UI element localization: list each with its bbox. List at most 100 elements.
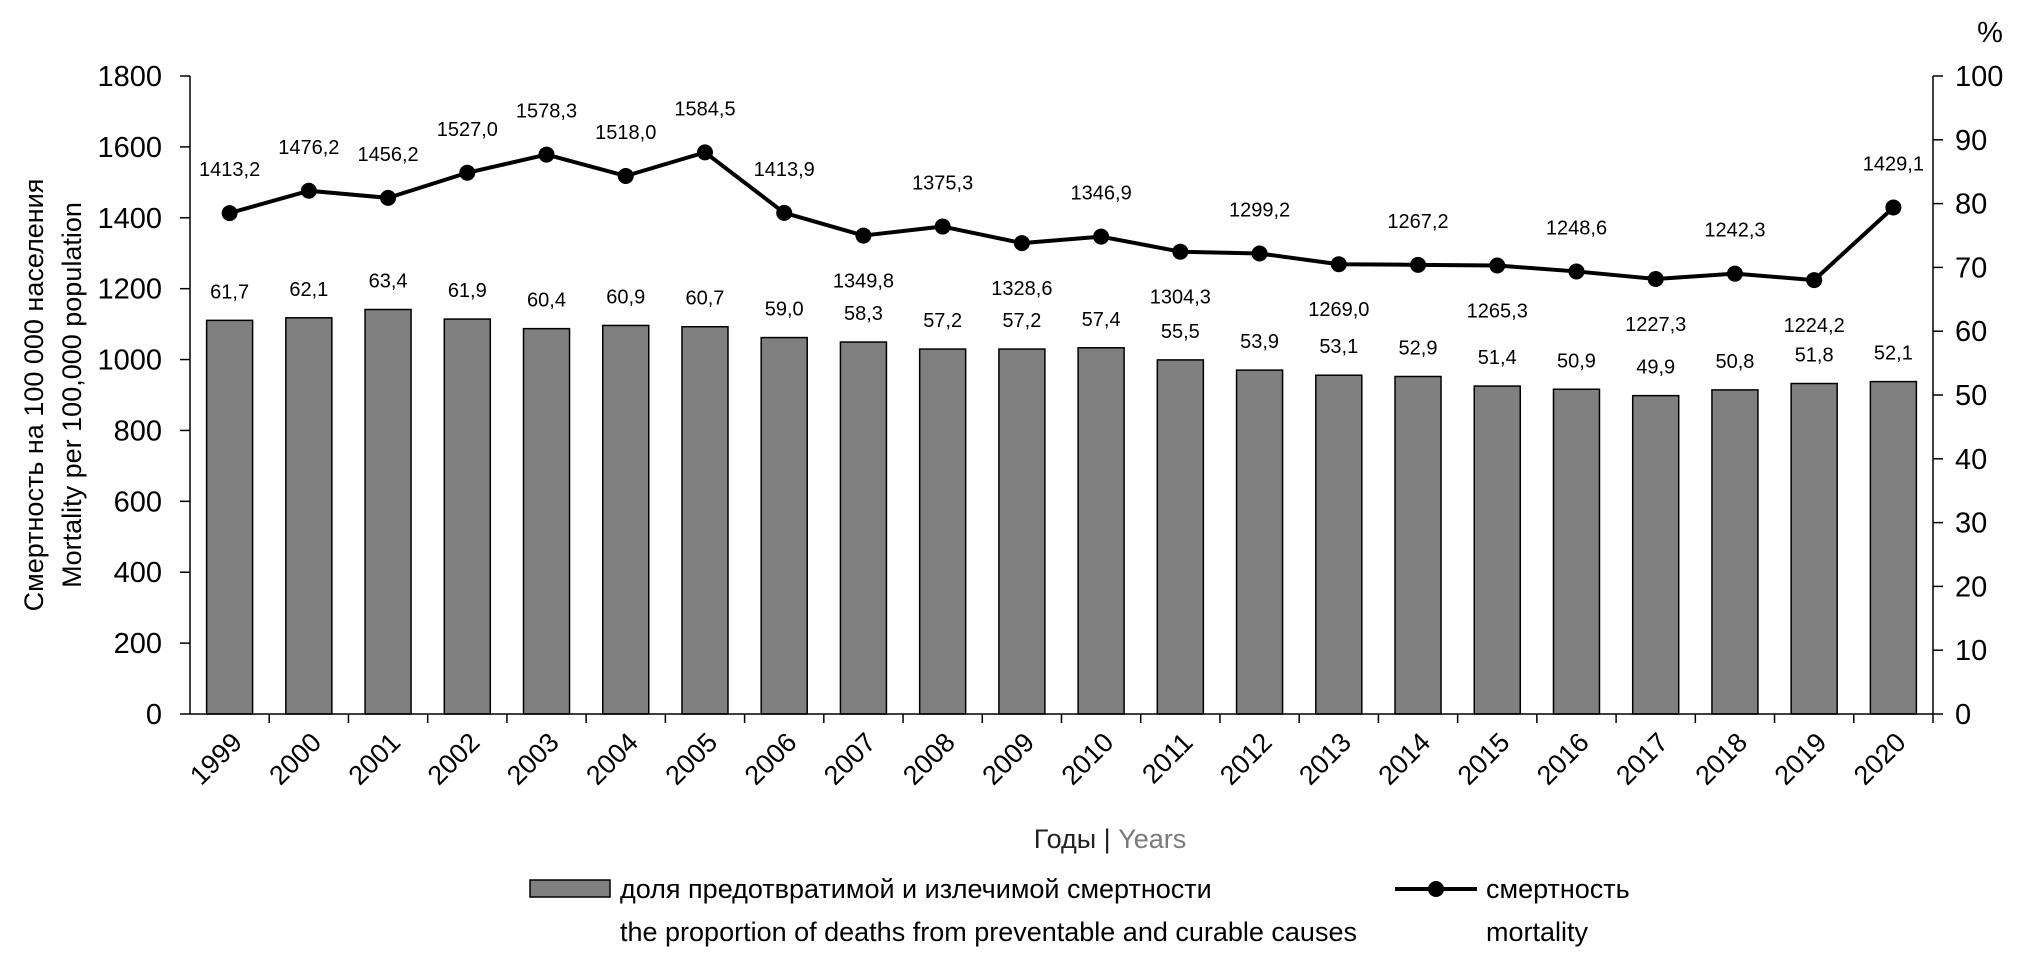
line-point-2008 bbox=[934, 218, 951, 235]
bar-label-2001: 63,4 bbox=[369, 271, 408, 293]
bar-2015 bbox=[1473, 385, 1521, 715]
line-label-2016: 1248,6 bbox=[1546, 217, 1607, 239]
bar-label-1999: 61,7 bbox=[210, 281, 249, 303]
x-axis-title-ru: Годы bbox=[1034, 824, 1096, 854]
line-point-2001 bbox=[380, 189, 397, 206]
bar-label-2019: 51,8 bbox=[1795, 345, 1834, 367]
line-label-2003: 1578,3 bbox=[516, 101, 577, 123]
line-point-2017 bbox=[1647, 270, 1664, 287]
legend-bar-label-en: the proportion of deaths from preventabl… bbox=[620, 917, 1357, 947]
x-tick-label-2013: 2013 bbox=[1293, 727, 1357, 791]
x-tick-label-2018: 2018 bbox=[1689, 727, 1753, 791]
bar-label-2008: 57,2 bbox=[923, 310, 962, 332]
x-tick-label-2019: 2019 bbox=[1769, 727, 1833, 791]
legend-bar-swatch bbox=[529, 879, 611, 898]
bar-label-2015: 51,4 bbox=[1478, 347, 1517, 369]
x-tick-label-2006: 2006 bbox=[739, 727, 803, 791]
line-point-2012 bbox=[1251, 245, 1268, 262]
bar-2008 bbox=[918, 348, 967, 715]
mortality-line bbox=[229, 150, 1895, 283]
bar-2005 bbox=[681, 325, 729, 715]
x-axis-title: Годы | Years bbox=[1034, 824, 1187, 854]
right-tick-label-60: 60 bbox=[1955, 316, 1987, 348]
left-tick-label-1000: 1000 bbox=[97, 345, 162, 377]
bar-label-2011: 55,5 bbox=[1161, 321, 1200, 343]
bar-2006 bbox=[760, 336, 808, 715]
bar-label-2010: 57,4 bbox=[1082, 309, 1121, 331]
legend-line-label-en: mortality bbox=[1486, 917, 1589, 947]
bar-2002 bbox=[443, 318, 492, 715]
x-tick-label-2009: 2009 bbox=[976, 727, 1040, 791]
x-tick-label-2001: 2001 bbox=[343, 727, 407, 791]
line-label-2017: 1227,3 bbox=[1625, 314, 1686, 336]
bar-2007 bbox=[839, 341, 888, 715]
line-point-2019 bbox=[1806, 272, 1823, 289]
right-tick-label-80: 80 bbox=[1955, 189, 1987, 221]
right-axis-unit: % bbox=[1977, 17, 2003, 49]
left-axis-title-ru: Смертность на 100 000 населения bbox=[19, 179, 49, 612]
line-point-1999 bbox=[221, 205, 238, 222]
bar-series bbox=[205, 308, 1918, 715]
right-tick-label-30: 30 bbox=[1955, 508, 1987, 540]
x-tick-label-2005: 2005 bbox=[660, 727, 724, 791]
bar-label-2002: 61,9 bbox=[448, 280, 487, 302]
x-axis-title-en: Years bbox=[1118, 824, 1186, 854]
line-label-2010: 1346,9 bbox=[1071, 183, 1132, 205]
line-label-2009: 1328,6 bbox=[991, 278, 1052, 300]
legend: доля предотвратимой и излечимой смертнос… bbox=[529, 874, 1630, 947]
bar-label-2005: 60,7 bbox=[686, 288, 725, 310]
x-tick-label-2002: 2002 bbox=[422, 727, 486, 791]
x-tick-label-2011: 2011 bbox=[1136, 727, 1198, 789]
left-tick-label-1200: 1200 bbox=[97, 274, 162, 306]
line-label-2008: 1375,3 bbox=[912, 173, 973, 195]
x-tick-label-2004: 2004 bbox=[580, 727, 644, 791]
line-label-2019: 1224,2 bbox=[1784, 315, 1845, 337]
bar-label-2014: 52,9 bbox=[1399, 337, 1438, 359]
line-point-2011 bbox=[1172, 243, 1189, 260]
x-axis-title-sep: | bbox=[1096, 824, 1118, 854]
right-tick-label-0: 0 bbox=[1955, 699, 1971, 731]
line-point-2018 bbox=[1726, 265, 1743, 282]
left-tick-label-1400: 1400 bbox=[97, 203, 162, 235]
line-label-2001: 1456,2 bbox=[357, 144, 418, 166]
bar-label-2009: 57,2 bbox=[1002, 310, 1041, 332]
right-tick-label-20: 20 bbox=[1955, 571, 1987, 603]
bar-label-2013: 53,1 bbox=[1319, 336, 1358, 358]
line-point-2014 bbox=[1410, 256, 1427, 273]
line-point-2015 bbox=[1489, 257, 1506, 274]
line-label-2004: 1518,0 bbox=[595, 122, 656, 144]
bar-2016 bbox=[1552, 388, 1601, 715]
line-label-2014: 1267,2 bbox=[1387, 211, 1448, 233]
bar-2010 bbox=[1077, 347, 1125, 715]
line-point-2009 bbox=[1013, 235, 1030, 252]
line-label-1999: 1413,2 bbox=[199, 159, 260, 181]
bar-2020 bbox=[1869, 380, 1918, 715]
bar-2019 bbox=[1790, 382, 1838, 715]
line-label-2013: 1269,0 bbox=[1308, 299, 1369, 321]
x-tick-label-2000: 2000 bbox=[263, 727, 327, 791]
line-label-2020: 1429,1 bbox=[1863, 153, 1924, 175]
x-tick-label-2017: 2017 bbox=[1610, 727, 1674, 791]
bar-2011 bbox=[1156, 359, 1205, 715]
bar-label-2003: 60,4 bbox=[527, 290, 566, 312]
x-tick-label-2020: 2020 bbox=[1848, 727, 1912, 791]
left-tick-label-0: 0 bbox=[146, 699, 162, 731]
left-axis-title-en: Mortality per 100,000 population bbox=[57, 202, 87, 588]
x-tick-label-2015: 2015 bbox=[1452, 727, 1516, 791]
bar-label-2000: 62,1 bbox=[289, 279, 328, 301]
line-label-2005: 1584,5 bbox=[674, 98, 735, 120]
bar-label-2020: 52,1 bbox=[1874, 343, 1913, 365]
bar-2017 bbox=[1631, 394, 1680, 715]
bar-2000 bbox=[285, 317, 333, 715]
x-tick-label-1999: 1999 bbox=[184, 727, 248, 791]
x-tick-label-2012: 2012 bbox=[1214, 727, 1278, 791]
bar-label-2012: 53,9 bbox=[1240, 331, 1279, 353]
bar-label-2004: 60,9 bbox=[606, 286, 645, 308]
left-tick-label-600: 600 bbox=[114, 486, 162, 518]
line-label-2002: 1527,0 bbox=[437, 119, 498, 141]
x-tick-label-2008: 2008 bbox=[897, 727, 961, 791]
right-tick-label-40: 40 bbox=[1955, 444, 1987, 476]
left-tick-label-800: 800 bbox=[114, 415, 162, 447]
line-point-2020 bbox=[1885, 199, 1902, 216]
